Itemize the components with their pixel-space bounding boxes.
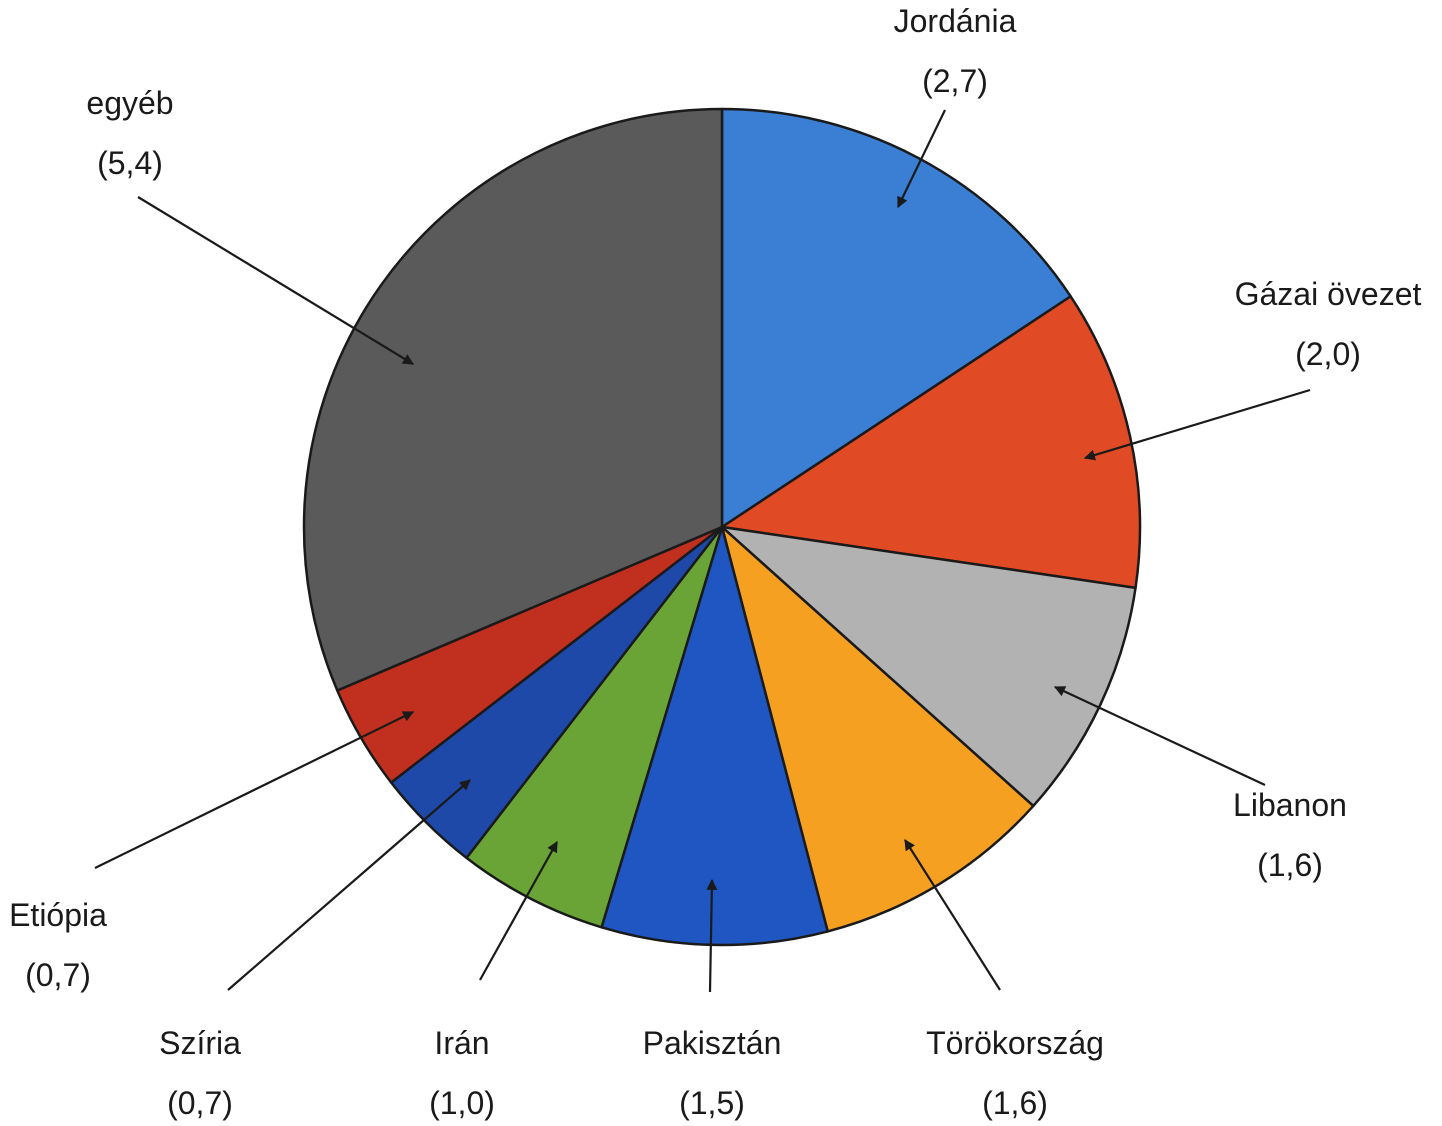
pie-slice-libanon <box>720 525 1137 808</box>
slice-value-pakisztan: (1,5) <box>679 1085 745 1121</box>
label-arrow-gazai-ovezet <box>1083 388 1311 461</box>
label-arrow-iran <box>479 841 558 981</box>
slice-label-pakisztan: Pakisztán <box>643 1025 782 1061</box>
slice-value-jordania: (2,7) <box>922 63 988 99</box>
label-arrow-libanon <box>1054 686 1266 786</box>
slice-value-sziria: (0,7) <box>167 1085 233 1121</box>
slice-label-libanon: Libanon <box>1233 787 1347 823</box>
label-arrow-pakisztan <box>706 878 718 993</box>
slice-label-torokorszag: Törökország <box>926 1025 1104 1061</box>
slice-value-torokorszag: (1,6) <box>982 1085 1048 1121</box>
pie-slice-torokorszag <box>720 525 1035 933</box>
pie-slice-jordania <box>720 107 1072 529</box>
slice-value-gazai-ovezet: (2,0) <box>1295 336 1361 372</box>
label-arrow-sziria <box>227 779 471 991</box>
label-arrow-etiopia <box>94 711 414 869</box>
pie-slice-iran <box>465 525 724 929</box>
slice-label-jordania: Jordánia <box>894 3 1017 39</box>
slice-label-sziria: Szíria <box>159 1025 241 1061</box>
pie-slice-pakisztan <box>600 525 829 947</box>
slice-value-egyeb: (5,4) <box>97 145 163 181</box>
slice-label-gazai-ovezet: Gázai övezet <box>1235 276 1422 312</box>
slice-label-egyeb: egyéb <box>86 85 173 121</box>
slice-label-etiopia: Etiópia <box>9 897 107 933</box>
slice-value-libanon: (1,6) <box>1257 847 1323 883</box>
pie-slice-gazai-ovezet <box>720 295 1142 590</box>
label-arrow-egyeb <box>137 196 414 365</box>
slice-label-iran: Irán <box>434 1025 489 1061</box>
label-arrow-jordania <box>897 109 946 208</box>
pie-slice-egyeb <box>302 107 724 692</box>
slice-value-iran: (1,0) <box>429 1085 495 1121</box>
slice-value-etiopia: (0,7) <box>25 957 91 993</box>
label-arrow-torokorszag <box>904 839 1001 991</box>
